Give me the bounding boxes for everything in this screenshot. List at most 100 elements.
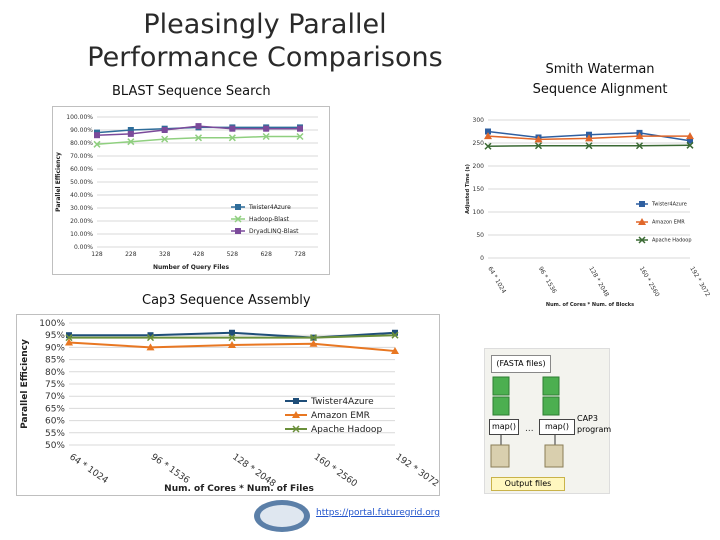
legend-label: Amazon EMR <box>652 220 685 226</box>
y-tick-label: 100% <box>39 319 65 329</box>
data-point <box>263 125 270 132</box>
data-point <box>229 329 235 336</box>
y-tick-label: 250 <box>473 140 485 147</box>
data-point <box>309 334 318 342</box>
data-point <box>229 125 236 132</box>
data-point-stroke <box>484 142 492 150</box>
legend-marker <box>638 236 646 244</box>
legend-marker <box>639 201 645 207</box>
data-point <box>484 142 492 150</box>
blast-chart-svg: 0.00% 10.00% 20.00% 30.00% 40.00% 50.00% 60.00… <box>55 114 318 271</box>
data-point <box>146 343 155 351</box>
data-point-stroke <box>585 142 593 150</box>
x-axis-label: Num. of Cores * Num. of Blocks <box>546 302 634 308</box>
data-point-stroke <box>194 134 203 142</box>
y-tick-label: 0.00% <box>74 244 93 251</box>
cap3-program-box: CAP3 program <box>577 414 612 434</box>
futuregrid-logo-graphic <box>254 500 310 532</box>
blast-chart-label: BLAST Sequence Search <box>112 84 271 99</box>
y-tick-label: 70% <box>45 392 65 402</box>
data-point <box>66 332 72 339</box>
data-point <box>297 125 303 132</box>
legend-marker-stroke <box>234 215 242 223</box>
x-tick-label: 192 * 3072 <box>688 266 711 299</box>
x-axis-label: Num. of Cores * Num. of Files <box>164 484 314 494</box>
page-title: Pleasingly Parallel Performance Comparis… <box>87 9 443 73</box>
y-tick-label: 20.00% <box>70 218 93 225</box>
y-tick-label: 80.00% <box>70 140 93 147</box>
y-tick-label: 0 <box>480 255 484 262</box>
x-tick-label: 192 * 3072 <box>393 452 440 489</box>
y-tick-label: 10.00% <box>70 231 93 238</box>
legend-marker-stroke <box>292 425 300 433</box>
output-file-icon <box>490 444 510 468</box>
data-point-stroke <box>391 331 399 339</box>
legend-marker <box>235 228 241 234</box>
y-tick-label: 150 <box>473 186 485 193</box>
y-tick-label: 70.00% <box>70 153 93 160</box>
data-point <box>309 339 318 347</box>
data-point <box>93 140 101 148</box>
data-point <box>391 347 399 355</box>
data-point <box>65 338 73 346</box>
legend-label: Apache Hadoop <box>311 425 382 435</box>
data-point <box>686 141 694 149</box>
legend-marker <box>293 398 299 404</box>
legend-marker <box>292 425 300 433</box>
cap3-chart-label: Cap3 Sequence Assembly <box>142 293 311 308</box>
data-point <box>228 340 236 348</box>
data-point <box>635 132 644 140</box>
x-tick-label: 96 * 1536 <box>537 266 558 295</box>
data-point-stroke <box>262 132 270 141</box>
legend-label: Apache Hadoop <box>652 238 692 244</box>
smith-waterman-chart: 0 50 100 150 200 250 300 64 * 1024 96 * 1536 128 … <box>460 106 711 314</box>
logo-inner-icon <box>260 505 304 527</box>
data-point <box>534 142 543 150</box>
x-tick-label: 528 <box>227 251 239 258</box>
legend-label: Twister4Azure <box>310 397 374 407</box>
input-file-icon <box>492 396 510 416</box>
x-axis-label: Number of Query Files <box>153 264 229 271</box>
x-tick-label: 228 <box>125 251 137 258</box>
input-file-icon <box>542 396 560 416</box>
y-tick-label: 80% <box>45 368 65 378</box>
data-point-stroke <box>146 334 155 342</box>
data-point-stroke <box>161 135 169 143</box>
data-point-stroke <box>127 138 135 146</box>
data-point <box>127 130 134 137</box>
map-box-1: map() <box>489 419 519 435</box>
futuregrid-link[interactable]: https://portal.futuregrid.org <box>316 508 440 518</box>
data-point-stroke <box>534 142 543 150</box>
y-tick-label: 85% <box>45 356 65 366</box>
data-point-stroke <box>309 334 318 342</box>
x-tick-label: 128 <box>91 251 103 258</box>
y-tick-label: 90% <box>45 343 65 353</box>
data-point-stroke <box>228 334 236 342</box>
y-tick-label: 50 <box>476 232 484 239</box>
data-point <box>484 132 492 140</box>
y-tick-label: 90.00% <box>70 127 93 134</box>
legend-label: DryadLINQ-Blast <box>249 228 299 235</box>
data-point <box>392 329 398 336</box>
y-axis-label: Parallel Efficiency <box>20 339 30 429</box>
data-point-stroke <box>93 140 101 148</box>
data-point <box>534 135 543 143</box>
x-tick-label: 728 <box>294 251 306 258</box>
legend-marker <box>235 204 241 210</box>
y-tick-label: 60% <box>45 417 65 427</box>
data-point <box>65 334 73 342</box>
x-tick-label: 328 <box>159 251 171 258</box>
futuregrid-logo <box>252 496 312 536</box>
y-axis-label: Adjusted Time (s) <box>465 164 471 214</box>
y-tick-label: 40.00% <box>70 192 93 199</box>
legend-label: Twister4Azure <box>248 204 291 211</box>
x-tick-label: 428 <box>193 251 205 258</box>
cap3-chart-svg: 50% 55% 60% 65% 70% 75% 80% 85% 90% 95% 100% 64 * 1… <box>20 319 440 494</box>
y-tick-label: 100 <box>473 209 485 216</box>
dots-text: ... <box>525 424 534 434</box>
data-point <box>127 138 135 146</box>
y-tick-label: 60.00% <box>70 166 93 173</box>
data-point <box>228 334 236 342</box>
legend-label: Hadoop-Blast <box>249 216 290 223</box>
legend-marker <box>234 215 242 223</box>
